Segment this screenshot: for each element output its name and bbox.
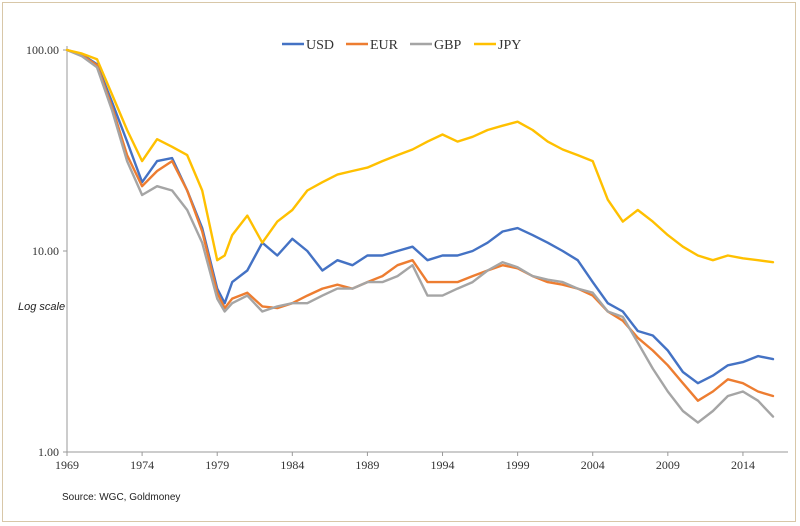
x-tick-label: 1969 [55, 458, 79, 472]
legend-label-gbp: GBP [434, 38, 461, 53]
legend-label-eur: EUR [370, 38, 399, 53]
x-tick-label: 2009 [656, 458, 680, 472]
x-tick-label: 2014 [731, 458, 755, 472]
series-line-usd [65, 48, 775, 385]
legend-label-jpy: JPY [498, 38, 521, 53]
x-tick-label: 1994 [431, 458, 455, 472]
series-line-jpy [65, 48, 775, 264]
x-tick-label: 1974 [130, 458, 154, 472]
y-tick-label: 10.00 [32, 244, 59, 258]
series-line-gbp [65, 48, 775, 424]
source-note: Source: WGC, Goldmoney [62, 492, 180, 503]
legend-label-usd: USD [306, 38, 334, 53]
x-tick-label: 1999 [506, 458, 530, 472]
log-scale-note: Log scale [18, 301, 65, 313]
x-tick-label: 1984 [280, 458, 304, 472]
series-line-eur [65, 48, 775, 402]
x-tick-label: 2004 [581, 458, 605, 472]
x-tick-label: 1989 [355, 458, 379, 472]
x-tick-label: 1979 [205, 458, 229, 472]
y-tick-label: 100.00 [26, 43, 59, 57]
y-tick-label: 1.00 [38, 445, 59, 459]
